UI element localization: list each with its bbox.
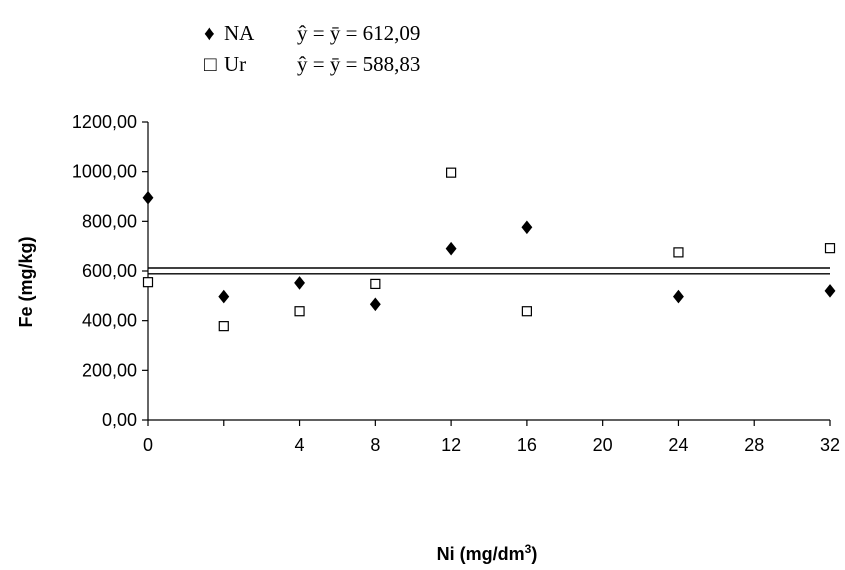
point-ur [142, 277, 154, 288]
y-ticks: 0,00 200,00 400,00 600,00 800,00 1000,00 1200,… [72, 112, 148, 430]
y-tick-label: 0,00 [102, 410, 137, 430]
x-axis-title-sup: 3 [525, 542, 532, 556]
y-tick-label: 1200,00 [72, 112, 137, 132]
y-tick-label: 600,00 [82, 261, 137, 281]
point-ur [294, 306, 305, 317]
point-na [673, 289, 684, 304]
x-axis-title: Ni (mg/dm3) [437, 542, 538, 564]
point-na [218, 289, 230, 304]
point-na [445, 241, 457, 256]
y-tick-label: 200,00 [82, 360, 137, 380]
point-ur [218, 321, 229, 332]
fit-lines [148, 267, 830, 275]
y-axis-title: Fe (mg/kg) [16, 236, 36, 327]
x-tick-label: 24 [668, 435, 688, 455]
point-na [142, 190, 154, 205]
legend: ♦ NA ŷ = ȳ = 612,09 □ Ur ŷ = ȳ = 588,83 [204, 21, 420, 76]
point-ur [521, 306, 532, 317]
point-na [369, 297, 381, 312]
point-ur [824, 243, 836, 254]
legend-label-ur: Ur [224, 52, 246, 76]
point-ur [673, 247, 684, 258]
legend-equation-ur: ŷ = ȳ = 588,83 [297, 52, 420, 76]
legend-equation-na: ŷ = ȳ = 612,09 [297, 21, 420, 45]
x-tick-label: 12 [441, 435, 461, 455]
legend-label-na: NA [224, 21, 255, 45]
point-ur [370, 278, 381, 290]
x-tick-label: 8 [370, 435, 380, 455]
point-na [521, 220, 533, 235]
x-axis-title-main: Ni (mg/dm [437, 544, 525, 564]
legend-symbol-na: ♦ [204, 21, 215, 45]
x-tick-label: 16 [517, 435, 537, 455]
point-na [294, 276, 305, 290]
x-axis-title-end: ) [531, 544, 537, 564]
x-ticks: 0 4 8 12 16 20 24 28 32 [143, 420, 840, 455]
y-tick-label: 1000,00 [72, 162, 137, 182]
legend-symbol-ur: □ [204, 52, 217, 76]
x-tick-label: 0 [143, 435, 153, 455]
point-ur [446, 167, 457, 178]
point-na [824, 284, 836, 298]
x-tick-label: 28 [744, 435, 764, 455]
x-tick-label: 32 [820, 435, 840, 455]
y-tick-label: 800,00 [82, 211, 137, 231]
x-tick-label: 20 [593, 435, 613, 455]
y-tick-label: 400,00 [82, 311, 137, 331]
data-points [142, 167, 836, 332]
x-tick-label: 4 [295, 435, 305, 455]
